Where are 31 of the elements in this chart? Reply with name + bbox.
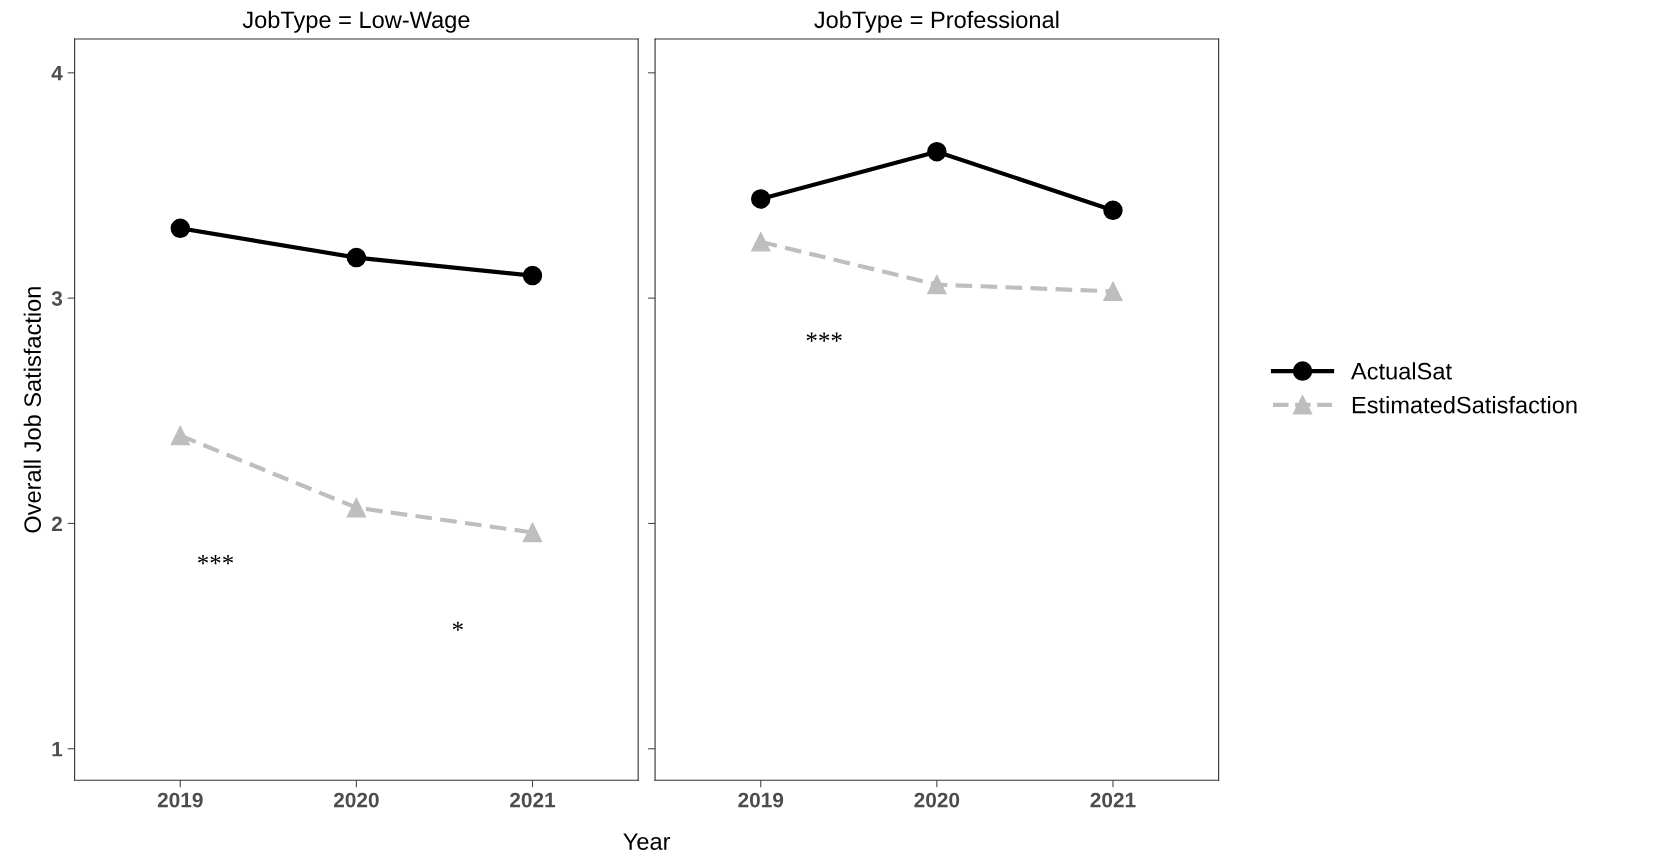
chart-title: JobType = Professional (814, 10, 1059, 33)
legend-label: ActualSat (1351, 362, 1452, 380)
y-tick-label: 1 (52, 741, 63, 757)
point (522, 265, 543, 286)
point (927, 141, 947, 162)
x-tick-label: 2020 (914, 792, 960, 808)
y-tick-label: 2 (51, 516, 62, 531)
annotation: * (452, 621, 463, 631)
annotation: *** (806, 332, 842, 342)
point (346, 497, 367, 518)
point (522, 522, 543, 543)
point (170, 218, 190, 239)
annotation: *** (197, 554, 234, 565)
legend-label: EstimatedSatisfaction (1352, 396, 1577, 414)
chart-title: JobType = Low-Wage (242, 10, 470, 33)
x-tick-label: 2021 (1090, 792, 1136, 808)
x-tick-label: 2020 (333, 792, 379, 808)
y-tick-label: 3 (51, 291, 63, 306)
x-axis-title: Year (623, 833, 671, 850)
point (1103, 281, 1123, 302)
y-tick-label: 4 (51, 66, 63, 81)
point (751, 232, 771, 252)
point (170, 425, 190, 446)
x-tick-label: 2019 (738, 792, 784, 808)
point (927, 274, 947, 295)
x-tick-label: 2019 (157, 792, 203, 808)
y-axis-title: Overall Job Satisfaction (23, 287, 41, 533)
point (751, 189, 771, 209)
point (346, 247, 367, 268)
point (1103, 200, 1123, 220)
x-tick-label: 2021 (510, 792, 556, 808)
